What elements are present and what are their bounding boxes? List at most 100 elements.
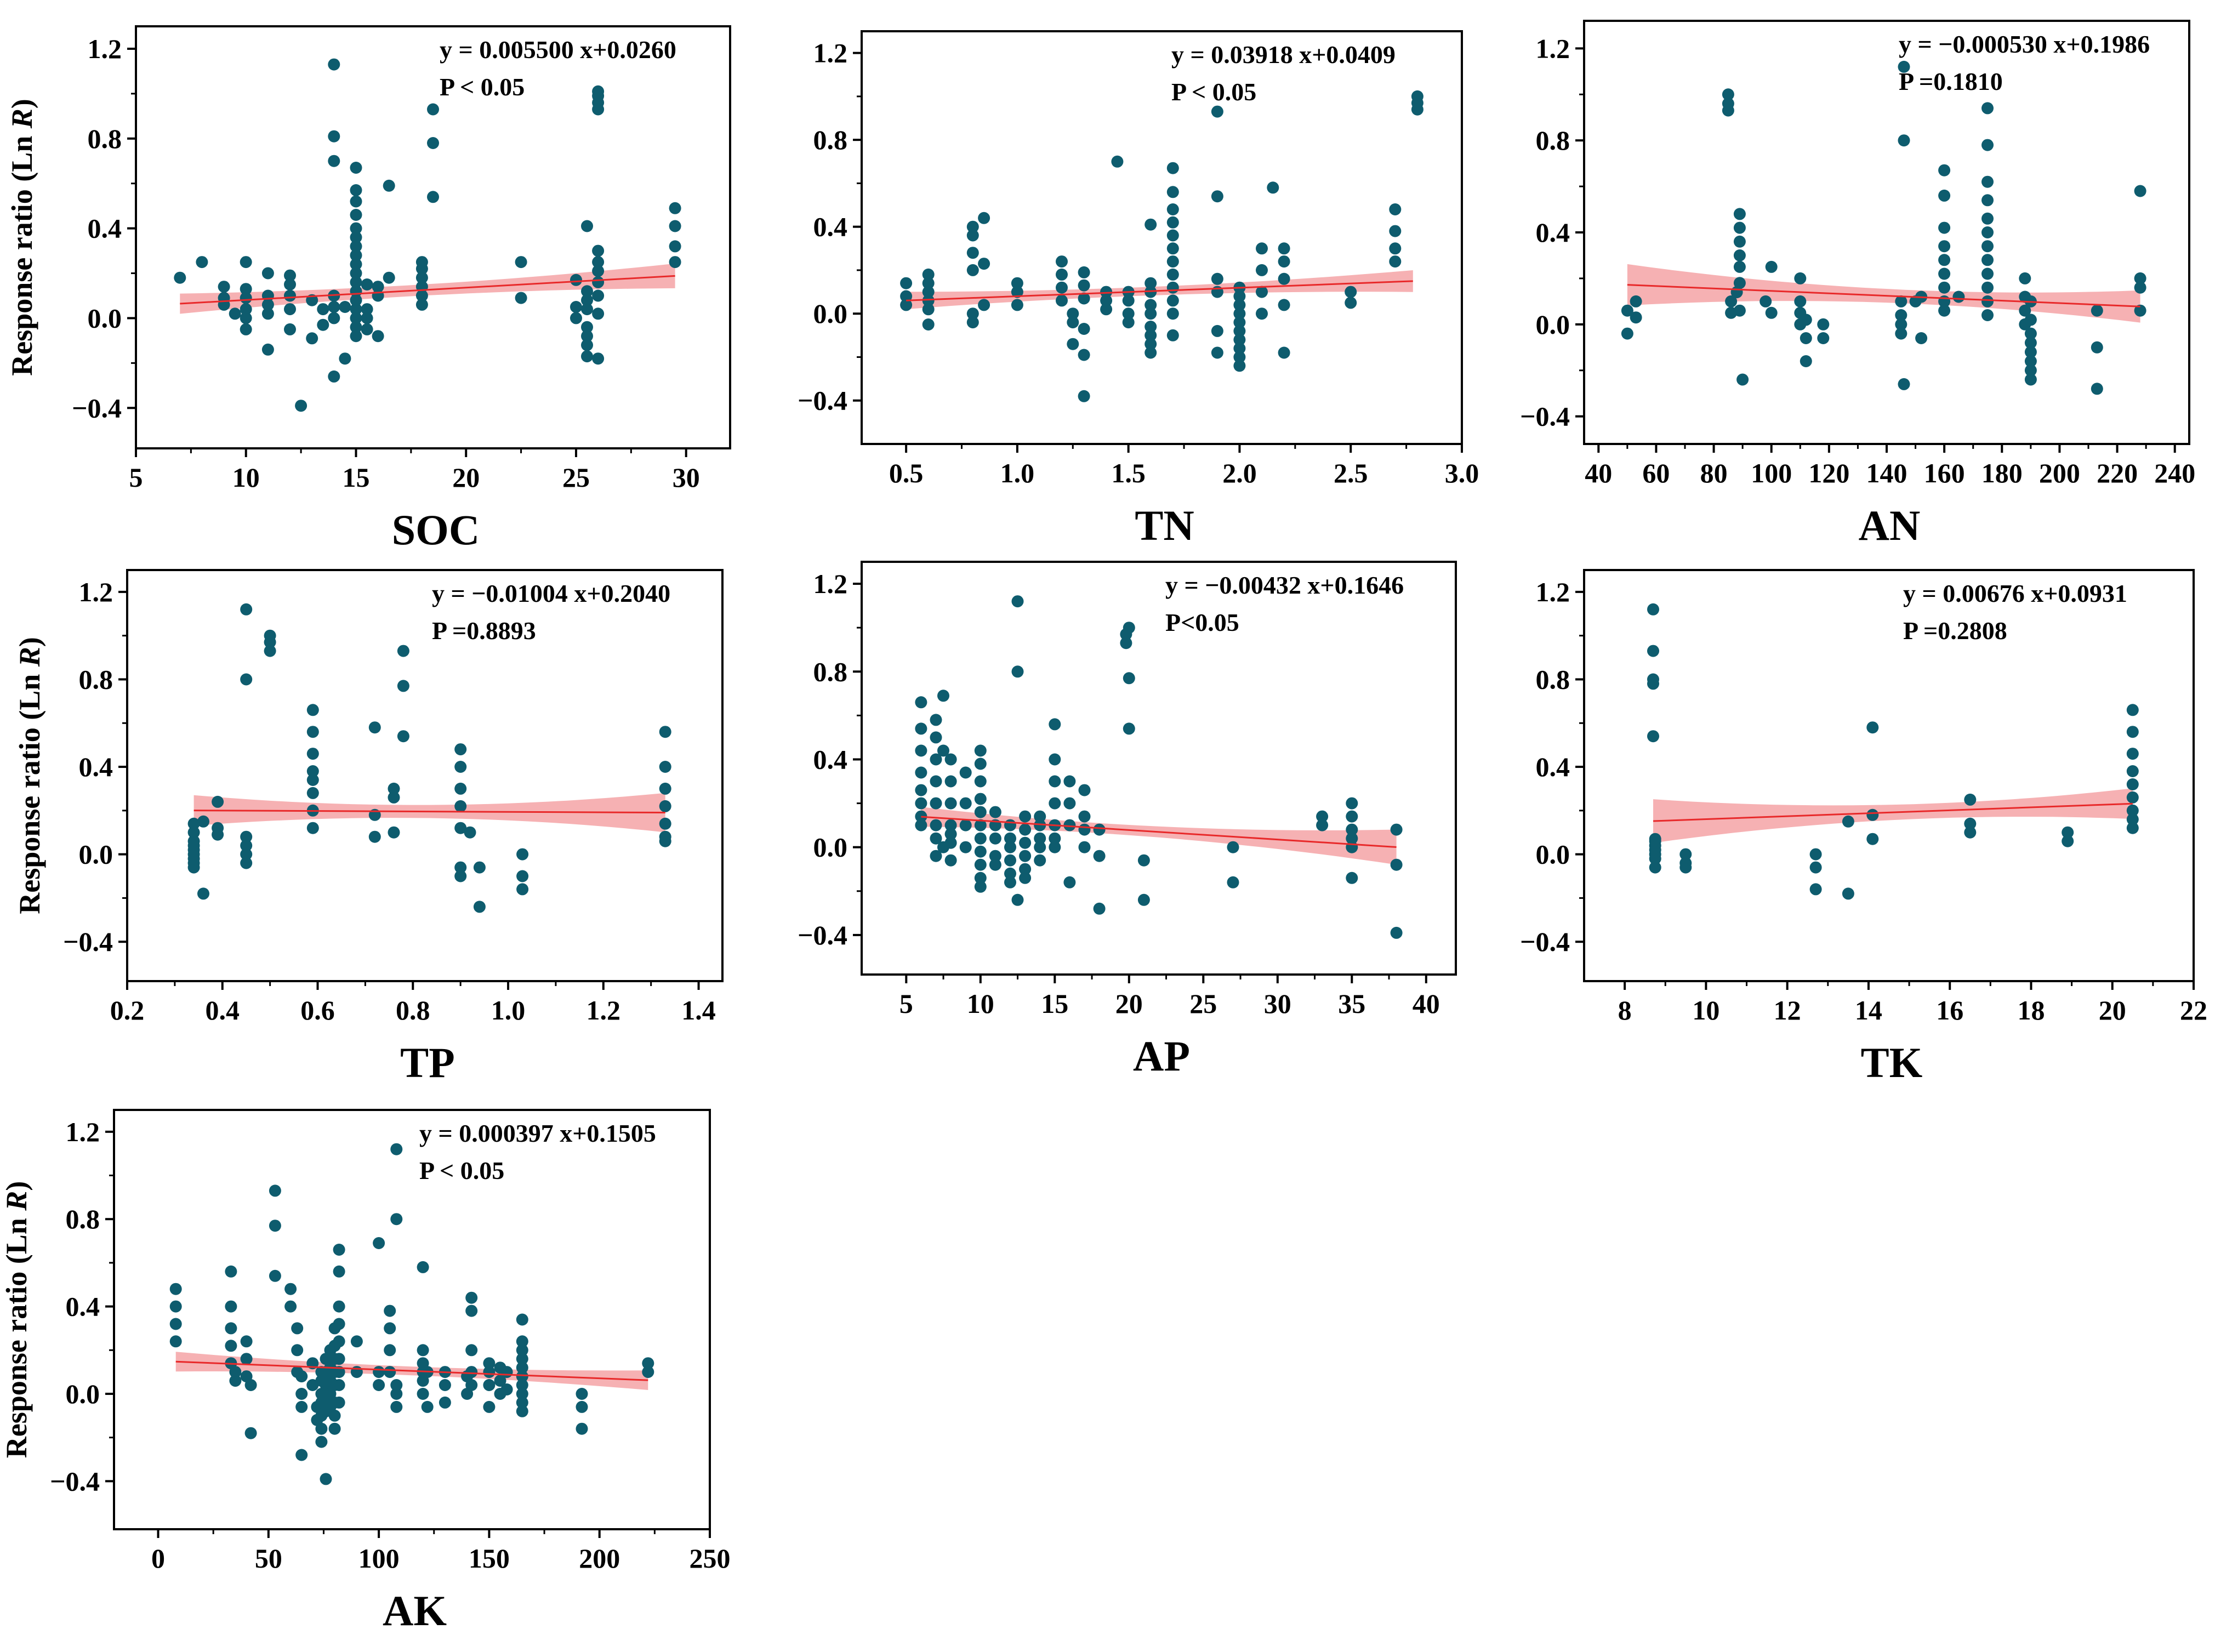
tp-x-tick-label: 1.2 bbox=[587, 995, 621, 1026]
soc-data-point bbox=[350, 267, 362, 280]
ak-data-point bbox=[516, 1396, 528, 1409]
soc-data-point bbox=[284, 289, 296, 302]
soc-data-point bbox=[415, 289, 428, 302]
ak-data-point bbox=[373, 1379, 385, 1391]
tn-p-value: P < 0.05 bbox=[1171, 78, 1256, 106]
tk-data-point bbox=[2126, 704, 2139, 716]
ap-fit-line bbox=[921, 816, 1397, 848]
an-p-value: P =0.1810 bbox=[1899, 67, 2003, 95]
ak-data-point bbox=[169, 1318, 182, 1330]
tp-regression-equation: y = −0.01004 x+0.2040 bbox=[432, 579, 670, 607]
ap-data-point bbox=[1227, 841, 1239, 853]
soc-y-tick-label: 1.2 bbox=[88, 33, 122, 64]
tn-data-point bbox=[1078, 323, 1090, 335]
tp-data-point bbox=[516, 870, 529, 882]
ap-data-point bbox=[1078, 841, 1091, 853]
an-data-point bbox=[1981, 281, 1994, 294]
soc-data-point bbox=[581, 220, 593, 232]
soc-data-point bbox=[372, 330, 384, 343]
tn-data-point bbox=[966, 220, 979, 233]
ap-data-point bbox=[1123, 672, 1135, 685]
tp-data-point bbox=[306, 748, 319, 760]
tk-x-tick-label: 10 bbox=[1692, 995, 1719, 1026]
an-data-point bbox=[2019, 304, 2031, 317]
ak-data-point bbox=[315, 1422, 328, 1435]
soc-data-point bbox=[328, 301, 340, 313]
tn-data-point bbox=[1256, 307, 1268, 320]
ap-x-tick-label: 20 bbox=[1115, 988, 1143, 1019]
soc-data-point bbox=[415, 256, 428, 269]
tp-p-value: P =0.8893 bbox=[432, 617, 536, 645]
soc-y-tick-label: −0.4 bbox=[72, 392, 122, 423]
tn-data-point bbox=[1078, 390, 1090, 402]
ak-data-point bbox=[333, 1265, 345, 1278]
ap-data-point bbox=[944, 854, 957, 867]
tk-data-point bbox=[1809, 861, 1822, 874]
tp-data-point bbox=[397, 680, 409, 692]
soc-plot-frame bbox=[135, 25, 731, 449]
soc-data-point bbox=[350, 231, 362, 243]
tn-data-point bbox=[1166, 307, 1179, 320]
ak-data-point bbox=[240, 1353, 253, 1365]
ak-data-point bbox=[516, 1405, 528, 1417]
an-data-point bbox=[1722, 98, 1734, 110]
tp-data-point bbox=[306, 765, 319, 777]
soc-data-point bbox=[361, 278, 373, 290]
tp-data-point bbox=[240, 857, 253, 869]
tn-data-point bbox=[1122, 307, 1135, 320]
tn-y-tick-label: 0.8 bbox=[813, 124, 848, 155]
soc-data-point bbox=[515, 292, 527, 304]
ak-x-tick-label: 250 bbox=[690, 1543, 731, 1574]
ap-data-point bbox=[937, 690, 949, 702]
an-data-point bbox=[1981, 102, 1994, 115]
ak-data-point bbox=[483, 1357, 496, 1370]
ak-data-point bbox=[328, 1422, 341, 1435]
soc-data-point bbox=[581, 294, 593, 306]
soc-data-point bbox=[328, 58, 340, 71]
ap-data-point bbox=[930, 797, 942, 810]
an-data-point bbox=[1981, 309, 1994, 321]
tp-data-point bbox=[187, 835, 200, 847]
an-data-point bbox=[1981, 175, 1994, 188]
tn-data-point bbox=[1144, 218, 1157, 231]
tn-data-point bbox=[922, 277, 935, 289]
an-confidence-band bbox=[1627, 264, 2140, 323]
tn-data-point bbox=[1256, 286, 1268, 298]
ap-data-point bbox=[930, 775, 942, 788]
an-x-tick-label: 80 bbox=[1700, 458, 1728, 488]
tp-data-point bbox=[306, 704, 319, 716]
tp-data-point bbox=[454, 800, 467, 812]
an-y-tick-label: 1.2 bbox=[1536, 33, 1570, 64]
an-fit-line bbox=[1627, 284, 2140, 307]
ap-data-point bbox=[1390, 926, 1403, 939]
tk-x-tick-label: 8 bbox=[1618, 995, 1632, 1026]
soc-data-point bbox=[592, 307, 605, 320]
ak-data-point bbox=[333, 1300, 345, 1313]
an-data-point bbox=[1938, 304, 1951, 317]
tk-data-point bbox=[2126, 726, 2139, 738]
ak-data-point bbox=[465, 1344, 478, 1357]
ap-data-point bbox=[1019, 810, 1032, 823]
ap-data-point bbox=[1078, 823, 1091, 836]
soc-data-point bbox=[669, 202, 681, 214]
ak-data-point bbox=[291, 1344, 304, 1357]
an-data-point bbox=[2024, 355, 2037, 367]
an-data-point bbox=[1760, 295, 1772, 307]
soc-data-point bbox=[350, 276, 362, 288]
soc-data-point bbox=[261, 343, 274, 356]
ap-data-point bbox=[1390, 858, 1403, 871]
ap-data-point bbox=[1019, 823, 1032, 836]
tk-data-point bbox=[2126, 813, 2139, 825]
ap-data-point bbox=[1019, 836, 1032, 849]
ak-data-point bbox=[225, 1322, 237, 1335]
an-data-point bbox=[1938, 221, 1951, 234]
ak-data-point bbox=[333, 1335, 345, 1348]
soc-data-point bbox=[350, 303, 362, 316]
an-x-tick-label: 220 bbox=[2097, 458, 2138, 488]
an-data-point bbox=[1765, 260, 1778, 273]
an-data-point bbox=[1898, 378, 1910, 390]
an-x-tick-label: 60 bbox=[1642, 458, 1670, 488]
ap-data-point bbox=[1093, 850, 1106, 862]
tp-y-tick-label: 0.8 bbox=[79, 664, 113, 694]
ap-data-point bbox=[959, 797, 972, 810]
